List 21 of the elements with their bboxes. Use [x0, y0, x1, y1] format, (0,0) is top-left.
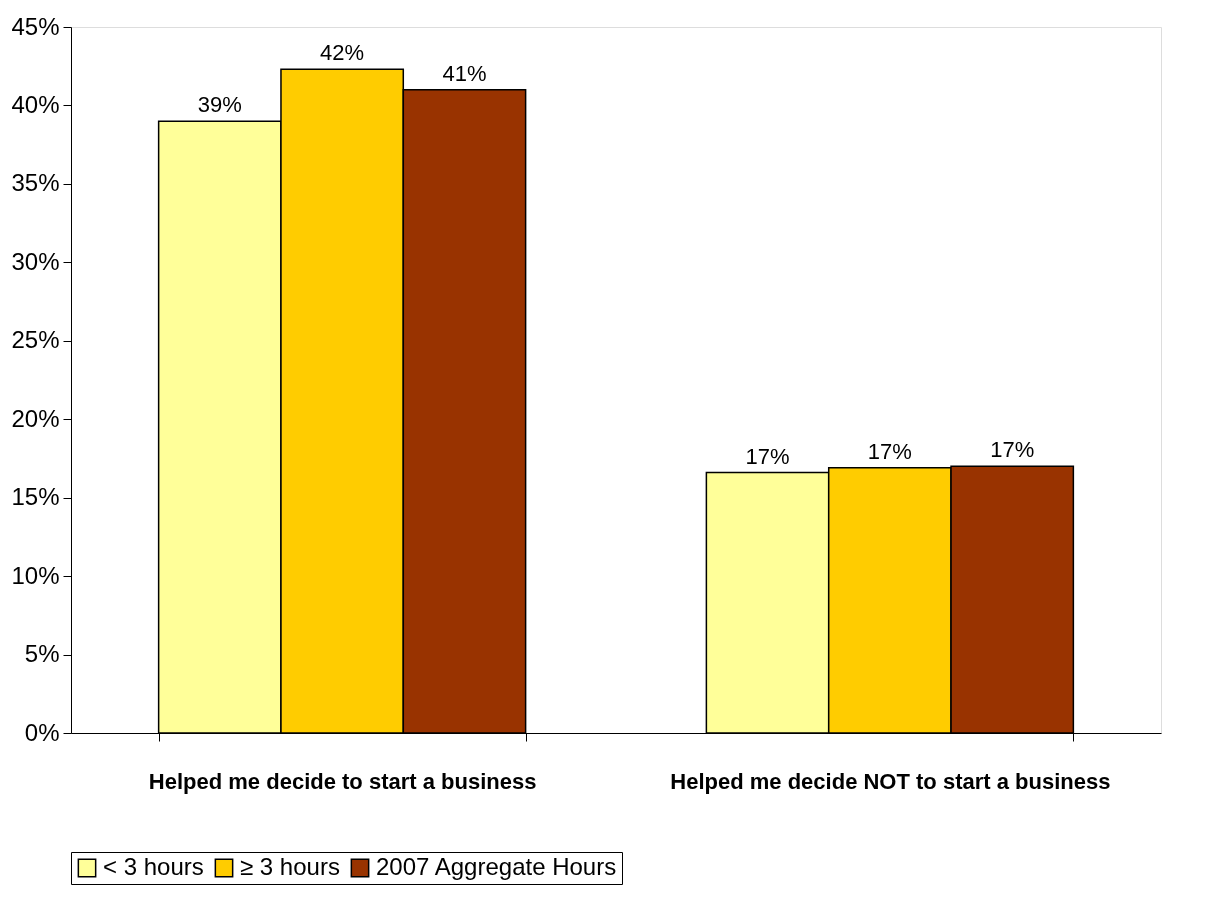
data-label: 42% — [320, 40, 365, 66]
data-label: 39% — [197, 92, 242, 118]
legend-label: ≥ 3 hours — [240, 853, 340, 880]
data-label: 17% — [867, 438, 912, 464]
data-label: 41% — [442, 60, 487, 86]
data-label: 17% — [990, 437, 1035, 463]
y-tick-label: 10% — [11, 561, 60, 589]
y-tick-label: 35% — [11, 169, 60, 197]
y-tick-label: 0% — [24, 718, 60, 746]
x-tick-label: Helped me decide to start a business — [148, 768, 537, 794]
data-label: 17% — [745, 443, 790, 469]
legend-label: 2007 Aggregate Hours — [376, 853, 617, 880]
y-tick-label: 30% — [11, 247, 60, 275]
y-tick-label: 25% — [11, 326, 60, 354]
y-tick-label: 15% — [11, 483, 60, 511]
y-tick-label: 45% — [11, 12, 60, 40]
y-tick-label: 20% — [11, 404, 60, 432]
y-tick-label: 5% — [24, 640, 60, 668]
y-tick-label: 40% — [11, 90, 60, 118]
legend-label: < 3 hours — [103, 853, 204, 880]
x-tick-label: Helped me decide NOT to start a business — [670, 768, 1111, 794]
